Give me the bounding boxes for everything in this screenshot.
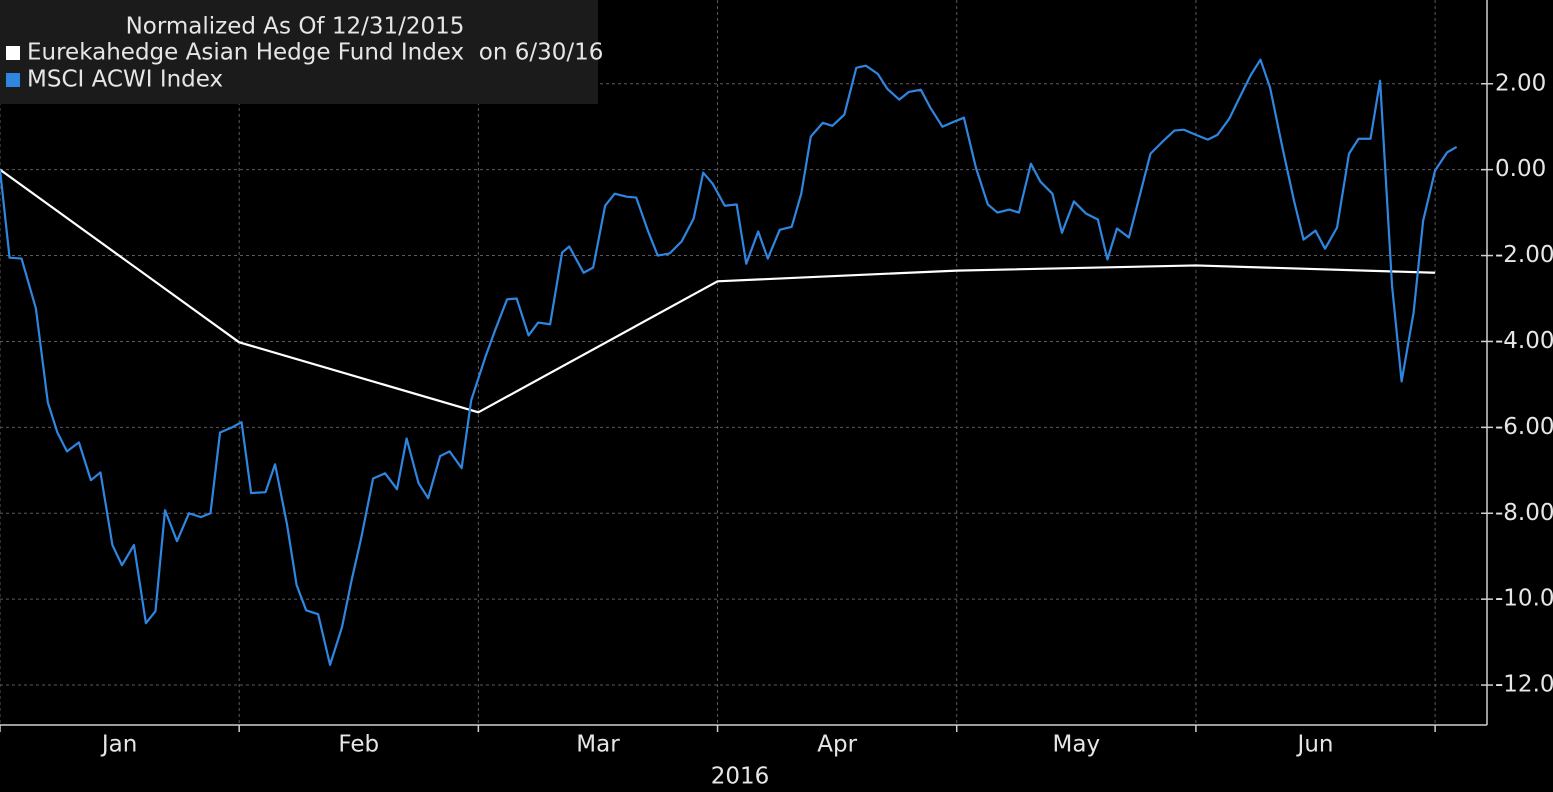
x-tick-label: Apr bbox=[817, 732, 857, 758]
y-tick-label: -10.00 bbox=[1495, 586, 1553, 612]
y-tick-label: -2.00 bbox=[1495, 242, 1553, 268]
legend-label: MSCI ACWI Index bbox=[27, 67, 223, 93]
x-tick-label: Mar bbox=[576, 732, 620, 758]
x-tick-label: May bbox=[1053, 732, 1101, 758]
x-tick-label: Jan bbox=[100, 732, 137, 758]
x-tick-label: Feb bbox=[338, 732, 379, 758]
x-axis-label: 2016 bbox=[711, 764, 770, 790]
series-line bbox=[0, 58, 1458, 666]
x-tick-label: Jun bbox=[1296, 732, 1334, 758]
y-tick-label: 0.00 bbox=[1495, 156, 1546, 182]
legend-label: Eurekahedge Asian Hedge Fund Index on 6/… bbox=[27, 40, 603, 66]
legend-swatch bbox=[6, 46, 20, 60]
y-tick-label: -6.00 bbox=[1495, 414, 1553, 440]
plot bbox=[0, 58, 1458, 666]
grid bbox=[0, 0, 1493, 732]
legend-title: Normalized As Of 12/31/2015 bbox=[126, 14, 465, 40]
legend: Normalized As Of 12/31/2015 Eurekahedge … bbox=[0, 0, 603, 104]
y-tick-label: 2.00 bbox=[1495, 70, 1546, 96]
y-tick-label: -12.00 bbox=[1495, 672, 1553, 698]
y-tick-label: -8.00 bbox=[1495, 500, 1553, 526]
y-tick-label: -4.00 bbox=[1495, 328, 1553, 354]
legend-swatch bbox=[6, 73, 20, 87]
series-line bbox=[0, 168, 1436, 414]
legend-box bbox=[0, 0, 598, 104]
